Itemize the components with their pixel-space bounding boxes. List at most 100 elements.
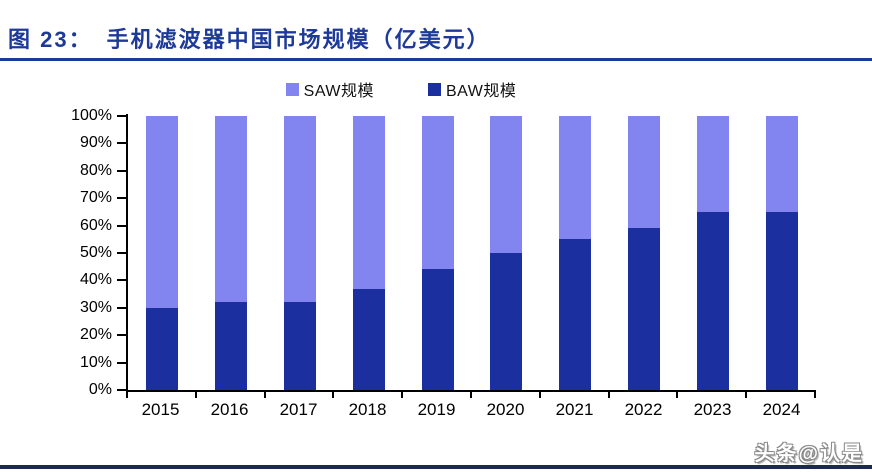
title-underline	[0, 58, 872, 61]
bar-segment-baw	[627, 228, 660, 390]
bar-segment-saw	[352, 116, 385, 289]
x-axis-label: 2016	[210, 400, 249, 419]
x-axis-tick	[676, 392, 679, 398]
bar-group	[472, 116, 541, 390]
y-axis-label: 30%	[79, 298, 112, 316]
y-axis-tick	[117, 169, 126, 172]
bar-segment-saw	[215, 116, 248, 303]
bar-group	[541, 116, 610, 390]
y-axis-label: 40%	[79, 271, 112, 289]
y-axis-tick	[117, 388, 126, 391]
legend-item: SAW规模	[285, 77, 374, 101]
x-axis-label: 2021	[555, 400, 594, 419]
plot-area	[128, 116, 816, 390]
bar-group	[610, 116, 679, 390]
x-axis-tick	[745, 392, 748, 398]
x-axis-tick	[263, 392, 266, 398]
footer-rule	[0, 465, 872, 469]
y-axis-tick	[117, 224, 126, 227]
x-axis-tick	[607, 392, 610, 398]
legend-swatch-baw-icon	[428, 82, 441, 96]
x-axis-tick	[538, 392, 541, 398]
y-axis-label: 60%	[79, 216, 112, 234]
legend: SAW规模 BAW规模	[0, 77, 872, 101]
bar-segment-baw	[421, 269, 454, 390]
bar-segment-saw	[283, 116, 316, 303]
bar-segment-baw	[765, 211, 798, 390]
x-axis-tick	[126, 392, 128, 398]
bar-segment-baw	[490, 253, 523, 390]
y-axis-tick	[117, 306, 126, 309]
x-axis-label: 2019	[417, 400, 456, 419]
x-axis-tick	[469, 392, 472, 398]
stacked-bar-2015	[146, 116, 179, 390]
stacked-bar-2024	[765, 116, 798, 390]
y-axis-tick	[117, 142, 126, 145]
bar-segment-baw	[352, 288, 385, 390]
y-axis-tick	[117, 361, 126, 364]
bar-segment-saw	[146, 116, 179, 308]
bar-segment-saw	[490, 116, 523, 253]
bar-segment-baw	[559, 239, 592, 390]
bar-group	[128, 116, 197, 390]
x-axis-tick	[332, 392, 335, 398]
legend-item: BAW规模	[428, 77, 516, 101]
x-axis-labels: 2015 2016 2017 2018 2019 2020 2021 2022 2023 2024	[126, 400, 816, 420]
bar-group	[403, 116, 472, 390]
y-axis-tick	[117, 334, 126, 337]
x-axis-tick	[194, 392, 197, 398]
stacked-bar-2023	[696, 116, 729, 390]
stacked-bar-2016	[215, 116, 248, 390]
stacked-bar-2018	[352, 116, 385, 390]
y-axis-line	[126, 114, 128, 392]
y-axis-tick	[117, 115, 126, 117]
y-axis-tick	[117, 251, 126, 254]
x-axis-tick	[401, 392, 404, 398]
x-axis-label: 2024	[762, 400, 801, 419]
x-axis-label: 2018	[348, 400, 387, 419]
x-axis-label: 2017	[279, 400, 318, 419]
bar-segment-baw	[696, 211, 729, 390]
legend-swatch-saw-icon	[285, 82, 299, 96]
figure-title: 图 23： 手机滤波器中国市场规模（亿美元）	[8, 22, 491, 54]
bar-segment-saw	[421, 116, 454, 270]
y-axis-labels: 100% 90% 80% 70% 60% 50% 40% 30% 20% 10% 0%	[0, 107, 112, 399]
bar-group	[747, 116, 816, 390]
stacked-bar-2020	[490, 116, 523, 390]
watermark: 头条@认是	[754, 443, 864, 465]
bar-segment-saw	[696, 116, 729, 212]
bar-group	[334, 116, 403, 390]
y-axis-label: 50%	[79, 243, 112, 261]
figure-number: 图 23：	[8, 27, 93, 52]
y-axis-ticks	[117, 115, 126, 391]
bar-segment-baw	[146, 307, 179, 390]
x-axis-label: 2015	[141, 400, 180, 419]
y-axis-tick	[117, 197, 126, 200]
bar-segment-baw	[283, 302, 316, 390]
y-axis-label: 70%	[79, 189, 112, 207]
legend-label: SAW规模	[303, 83, 374, 100]
x-axis-ticks	[126, 392, 816, 398]
stacked-bar-2017	[283, 116, 316, 390]
y-axis-label: 90%	[79, 134, 112, 152]
x-axis-line	[126, 390, 816, 392]
stacked-bar-2022	[627, 116, 660, 390]
y-axis-label: 0%	[88, 380, 112, 398]
y-axis-tick	[117, 279, 126, 282]
stacked-bar-2019	[421, 116, 454, 390]
x-axis-label: 2023	[693, 400, 732, 419]
x-axis-tick	[813, 392, 816, 398]
x-axis-label: 2020	[486, 400, 525, 419]
y-axis-label: 20%	[79, 326, 112, 344]
bar-segment-saw	[559, 116, 592, 240]
stacked-bar-2021	[559, 116, 592, 390]
y-axis-label: 100%	[71, 107, 112, 124]
bar-segment-saw	[627, 116, 660, 229]
bar-group	[197, 116, 266, 390]
y-axis-label: 10%	[79, 353, 112, 371]
figure-title-text: 手机滤波器中国市场规模（亿美元）	[106, 27, 491, 52]
legend-label: BAW规模	[446, 83, 517, 100]
x-axis-label: 2022	[624, 400, 663, 419]
bar-segment-baw	[215, 302, 248, 390]
